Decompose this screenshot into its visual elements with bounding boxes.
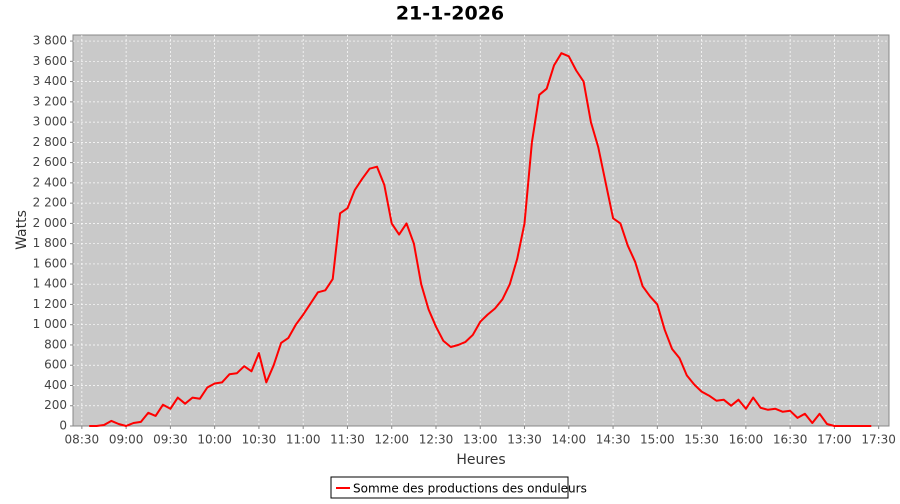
y-tick-label: 1 600	[33, 256, 67, 270]
y-tick-label: 1 400	[33, 277, 67, 291]
y-tick-label: 1 000	[33, 317, 67, 331]
x-tick-label: 09:30	[153, 433, 188, 447]
y-axis-label: Watts	[14, 210, 30, 250]
y-tick-label: 400	[44, 378, 67, 392]
x-tick-label: 15:00	[640, 433, 675, 447]
y-tick-label: 800	[44, 337, 67, 351]
plot-area	[72, 34, 890, 427]
y-tick-label: 3 800	[33, 34, 67, 48]
x-tick-label: 12:00	[374, 433, 409, 447]
x-tick-label: 13:00	[463, 433, 498, 447]
x-tick-label: 11:00	[286, 433, 321, 447]
x-tick-label: 10:00	[197, 433, 232, 447]
y-tick-label: 600	[44, 358, 67, 372]
legend-label: Somme des productions des onduleurs	[353, 482, 587, 496]
y-tick-label: 1 200	[33, 297, 67, 311]
y-tick-label: 2 400	[33, 175, 67, 189]
y-tick-label: 3 200	[33, 94, 67, 108]
y-tick-label: 1 800	[33, 236, 67, 250]
chart-title: 21-1-2026	[396, 3, 504, 25]
x-tick-label: 11:30	[330, 433, 365, 447]
y-tick-label: 2 600	[33, 155, 67, 169]
x-tick-label: 14:00	[552, 433, 587, 447]
x-tick-label: 16:00	[729, 433, 764, 447]
y-tick-label: 3 400	[33, 74, 67, 88]
y-tick-label: 3 600	[33, 54, 67, 68]
x-tick-label: 09:00	[109, 433, 144, 447]
y-tick-label: 2 800	[33, 135, 67, 149]
x-tick-label: 13:30	[507, 433, 542, 447]
x-tick-label: 16:30	[773, 433, 808, 447]
x-tick-label: 17:00	[817, 433, 852, 447]
x-tick-label: 15:30	[684, 433, 719, 447]
y-tick-label: 200	[44, 398, 67, 412]
x-tick-label: 12:30	[419, 433, 454, 447]
y-tick-label: 2 200	[33, 196, 67, 210]
legend	[330, 476, 569, 499]
x-tick-label: 10:30	[242, 433, 277, 447]
y-tick-label: 3 000	[33, 115, 67, 129]
x-tick-label: 14:30	[596, 433, 631, 447]
y-tick-label: 0	[59, 419, 67, 433]
x-tick-label: 08:30	[65, 433, 100, 447]
x-tick-label: 17:30	[861, 433, 896, 447]
x-axis-label: Heures	[456, 452, 505, 468]
series-line	[89, 52, 872, 427]
y-tick-label: 2 000	[33, 216, 67, 230]
